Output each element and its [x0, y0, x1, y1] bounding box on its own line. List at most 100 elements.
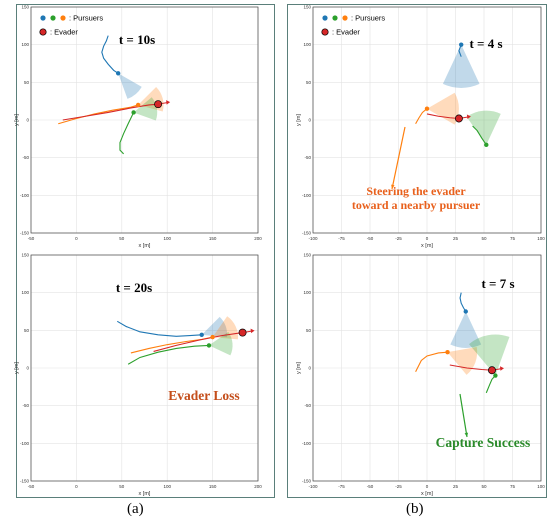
x-tick-label: -75	[338, 236, 345, 241]
panel-frame-a	[16, 4, 275, 498]
x-tick-label: -50	[28, 484, 35, 489]
x-tick-label: -25	[395, 236, 402, 241]
annotation-text: Evader Loss	[168, 388, 239, 403]
annotation-arrowhead	[391, 184, 395, 189]
x-axis-label: x [m]	[139, 243, 151, 249]
y-axis-label: y [m]	[14, 114, 20, 126]
annotation-arrowhead	[464, 432, 469, 437]
legend-pursuer-dot	[332, 15, 338, 21]
x-tick-label: -25	[395, 484, 402, 489]
y-tick-label: -100	[20, 441, 30, 446]
x-tick-label: 50	[481, 484, 487, 489]
y-tick-label: 0	[26, 366, 29, 371]
legend-pursuer-dot	[60, 15, 66, 21]
y-tick-label: 100	[21, 42, 29, 47]
evader-heading-arrowhead	[250, 328, 255, 334]
y-tick-label: -50	[22, 403, 29, 408]
chart-title: t = 20s	[116, 280, 152, 295]
sensing-sector	[442, 44, 480, 88]
y-tick-label: 50	[306, 80, 312, 85]
pursuer-marker	[424, 106, 430, 111]
y-tick-label: 0	[308, 118, 311, 123]
legend-evader-dot	[39, 28, 47, 36]
evader-marker	[454, 114, 463, 123]
y-tick-label: 150	[21, 5, 29, 10]
y-tick-label: 0	[26, 118, 29, 123]
chart-title: t = 10s	[119, 32, 155, 47]
chart-b-bottom: -100 -75 -50 -25 0 25 50 75 100-150-100-50050100…	[296, 253, 545, 498]
y-tick-label: -150	[302, 479, 312, 484]
chart-title: t = 4 s	[469, 36, 502, 51]
x-tick-label: -50	[28, 236, 35, 241]
legend-evader-label: : Evader	[50, 28, 78, 37]
trajectory-line	[472, 125, 487, 146]
evader-heading-arrowhead	[466, 114, 471, 119]
x-tick-label: 0	[75, 236, 78, 241]
x-tick-label: 50	[119, 484, 125, 489]
x-tick-label: 25	[453, 484, 459, 489]
trajectory-line	[101, 35, 119, 74]
trajectory-line	[415, 351, 448, 373]
axes-frame	[30, 254, 259, 482]
y-tick-label: -50	[22, 155, 29, 160]
legend-pursuer-dot	[322, 15, 328, 21]
trajectory-line	[485, 375, 496, 394]
annotation-arrow	[459, 393, 468, 438]
y-tick-label: 0	[308, 366, 311, 371]
sensing-sector	[133, 97, 158, 121]
y-tick-label: -50	[304, 155, 311, 160]
x-tick-label: -100	[308, 236, 318, 241]
panel-label-b: (b)	[406, 501, 424, 517]
chart-b-top: -100 -75 -50 -25 0 25 50 75 100-150-100-50050100…	[296, 5, 545, 250]
x-axis-label: x [m]	[421, 491, 433, 497]
sensing-sector	[447, 347, 478, 375]
trajectory-line	[119, 112, 135, 155]
x-tick-label: -50	[367, 236, 374, 241]
pursuer-marker	[115, 71, 121, 76]
x-tick-label: 100	[537, 236, 545, 241]
trajectory-line	[58, 104, 139, 125]
y-tick-label: 150	[21, 253, 29, 258]
trajectory-line	[459, 292, 467, 312]
evader-marker	[154, 100, 163, 109]
x-tick-label: 150	[209, 236, 217, 241]
annotation-text: Capture Success	[436, 435, 531, 450]
y-tick-label: -100	[20, 193, 30, 198]
annotation-text: Steering the evader toward a nearby pursu…	[352, 184, 481, 212]
sensing-sector	[208, 331, 233, 356]
trajectory-line	[153, 332, 243, 352]
chart-a-bottom: -50 0 50 100 150 200 -150 -100 -50 0 50 100 150 x [m]…	[14, 253, 262, 498]
y-tick-label: -150	[20, 231, 30, 236]
y-tick-label: 100	[303, 42, 311, 47]
panel-label-a: (a)	[127, 501, 144, 517]
evader-marker	[238, 328, 247, 337]
trajectory-line	[127, 344, 209, 365]
x-tick-label: 200	[254, 484, 262, 489]
annotation-line: toward a nearby pursuer	[352, 198, 481, 212]
legend-pursuer-dot	[50, 15, 56, 21]
y-tick-label: 150	[303, 253, 311, 258]
y-tick-label: 50	[24, 80, 30, 85]
legend-pursuers-label: : Pursuers	[351, 14, 385, 23]
legend-pursuer-dot	[342, 15, 348, 21]
y-tick-label: 50	[306, 328, 312, 333]
x-tick-label: -50	[367, 484, 374, 489]
x-tick-label: 75	[510, 484, 516, 489]
trajectory-line	[449, 364, 493, 371]
y-tick-label: 150	[303, 5, 311, 10]
x-axis-label: x [m]	[139, 491, 151, 497]
x-tick-label: 0	[426, 236, 429, 241]
chart-a-top: -50 0 50 100 150 200 -150 -100 -50 0 50 100 150 x [m]…	[14, 5, 262, 250]
x-tick-label: 50	[119, 236, 125, 241]
x-axis-label: x [m]	[421, 243, 433, 249]
sensing-sector	[201, 316, 228, 338]
sensing-sector	[466, 110, 501, 145]
pursuer-marker	[493, 373, 498, 378]
pursuer-marker	[135, 102, 141, 108]
y-axis-label: y [m]	[296, 362, 302, 374]
x-tick-label: 100	[163, 484, 171, 489]
y-axis-label: y [m]	[14, 362, 20, 374]
x-tick-label: 75	[510, 236, 516, 241]
evader-heading-arrowhead	[166, 100, 171, 105]
